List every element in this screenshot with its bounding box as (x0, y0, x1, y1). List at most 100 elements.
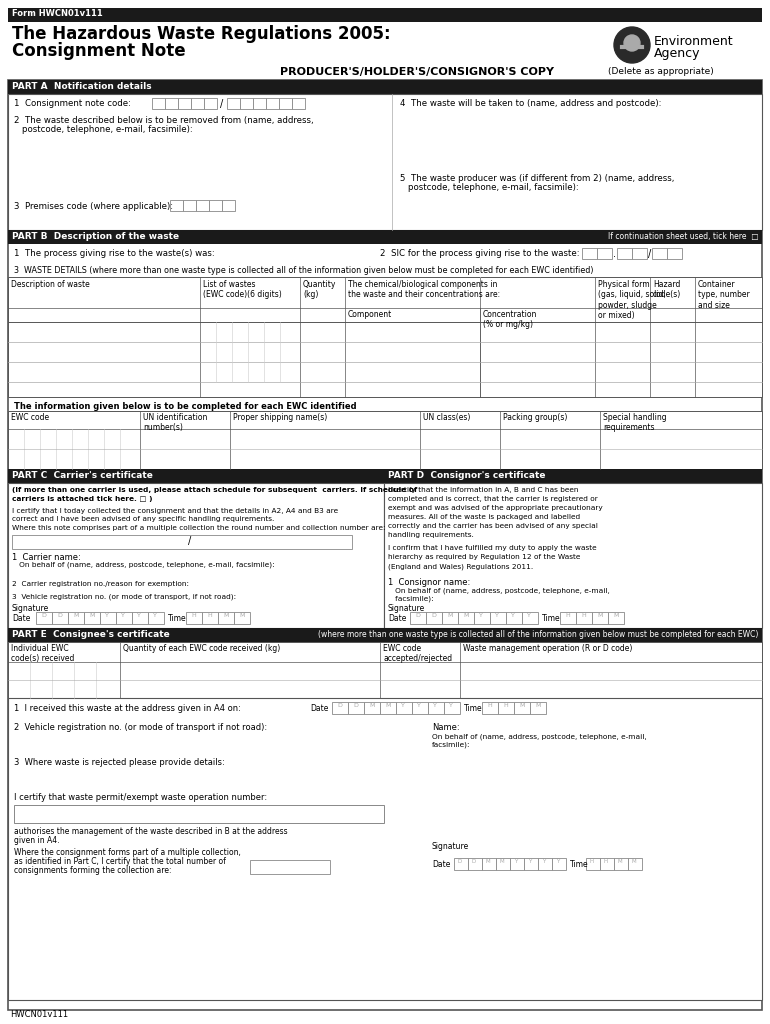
Text: 2  SIC for the process giving rise to the waste:: 2 SIC for the process giving rise to the… (380, 249, 580, 258)
Bar (614, 858, 628, 870)
Bar (266, 98, 279, 109)
Text: On behalf of (name, address, postcode, telephone, e-mail,: On behalf of (name, address, postcode, t… (388, 587, 610, 594)
Text: PART C  Carrier's certificate: PART C Carrier's certificate (12, 471, 153, 480)
Text: M: M (486, 859, 490, 864)
Text: Y: Y (137, 613, 141, 618)
Text: Form HWCN01v111: Form HWCN01v111 (12, 9, 102, 18)
Bar (468, 858, 482, 870)
Text: 1  The process giving rise to the waste(s) was:: 1 The process giving rise to the waste(s… (14, 249, 215, 258)
Text: Quantity
(kg): Quantity (kg) (303, 280, 336, 299)
Text: Y: Y (495, 613, 499, 618)
Bar (506, 612, 522, 624)
Text: given in A4.: given in A4. (14, 836, 59, 845)
Bar (240, 98, 253, 109)
Text: Y: Y (121, 613, 125, 618)
Bar (292, 98, 305, 109)
Bar (510, 858, 524, 870)
Text: HWCN01v111: HWCN01v111 (10, 1010, 68, 1019)
Bar (364, 702, 380, 714)
Text: Y: Y (511, 613, 515, 618)
Bar (384, 469, 762, 483)
Bar (186, 612, 202, 624)
Bar (608, 612, 624, 624)
Bar (560, 612, 576, 624)
Text: H: H (565, 613, 570, 618)
Text: 2  Carrier registration no./reason for exemption:: 2 Carrier registration no./reason for ex… (12, 581, 189, 587)
Text: M: M (369, 703, 374, 708)
Bar (183, 200, 196, 211)
Text: Hazard
code(s): Hazard code(s) (653, 280, 681, 299)
Text: Where this note comprises part of a multiple collection the round number and col: Where this note comprises part of a mult… (12, 525, 386, 531)
Bar (196, 200, 209, 211)
Bar (348, 702, 364, 714)
Text: M: M (535, 703, 541, 708)
Bar (482, 702, 498, 714)
Text: PART B  Description of the waste: PART B Description of the waste (12, 232, 179, 241)
Bar (12, 535, 352, 549)
Bar (454, 858, 468, 870)
Bar (148, 612, 164, 624)
Text: UN class(es): UN class(es) (423, 413, 470, 422)
Bar (68, 612, 84, 624)
Text: D: D (57, 613, 62, 618)
Text: EWC code: EWC code (11, 413, 49, 422)
Bar (332, 702, 348, 714)
Text: 1  Consignment note code:: 1 Consignment note code: (14, 99, 131, 108)
Bar (498, 702, 514, 714)
Bar (250, 860, 330, 874)
Text: 1  Carrier name:: 1 Carrier name: (12, 553, 81, 562)
Bar (218, 612, 234, 624)
Text: Y: Y (433, 703, 437, 708)
Text: EWC code
accepted/rejected: EWC code accepted/rejected (383, 644, 452, 664)
Text: UN identification
number(s): UN identification number(s) (143, 413, 207, 432)
Circle shape (614, 27, 650, 63)
Bar (84, 612, 100, 624)
Text: (Delete as appropriate): (Delete as appropriate) (608, 67, 714, 76)
Text: Time: Time (464, 705, 483, 713)
Bar (514, 702, 530, 714)
Bar (538, 858, 552, 870)
Bar (428, 702, 444, 714)
Text: facsimile):: facsimile): (388, 596, 434, 602)
Bar (191, 98, 204, 109)
Text: (If more than one carrier is used, please attach schedule for subsequent  carrie: (If more than one carrier is used, pleas… (12, 487, 417, 493)
Text: D: D (431, 613, 436, 618)
Text: 1  Consignor name:: 1 Consignor name: (388, 578, 470, 587)
Text: H: H (581, 613, 586, 618)
Bar (279, 98, 292, 109)
Text: Packing group(s): Packing group(s) (503, 413, 567, 422)
Text: Signature: Signature (12, 604, 49, 613)
Bar (410, 612, 426, 624)
Text: H: H (503, 703, 507, 708)
Text: 4  The waste will be taken to (name, address and postcode):: 4 The waste will be taken to (name, addr… (400, 99, 661, 108)
Text: M: M (632, 859, 637, 864)
Bar (482, 858, 496, 870)
Text: /: / (648, 249, 651, 259)
Text: 2  Vehicle registration no. (or mode of transport if not road):: 2 Vehicle registration no. (or mode of t… (14, 723, 267, 732)
Bar (52, 612, 68, 624)
Text: List of wastes
(EWC code)(6 digits): List of wastes (EWC code)(6 digits) (203, 280, 282, 299)
Bar (8, 278, 762, 397)
Text: D: D (472, 859, 477, 864)
Text: Signature: Signature (432, 842, 469, 851)
Text: M: M (618, 859, 623, 864)
Bar (617, 248, 632, 259)
Text: Signature: Signature (388, 604, 425, 613)
Text: D: D (415, 613, 420, 618)
Text: H: H (191, 613, 196, 618)
Text: handling requirements.: handling requirements. (388, 532, 474, 538)
Bar (8, 80, 762, 94)
Text: measures. All of the waste is packaged and labelled: measures. All of the waste is packaged a… (388, 514, 580, 520)
Bar (8, 230, 762, 244)
Text: Y: Y (449, 703, 453, 708)
Text: The Hazardous Waste Regulations 2005:: The Hazardous Waste Regulations 2005: (12, 25, 390, 43)
Bar (227, 98, 240, 109)
Bar (36, 612, 52, 624)
Text: If continuation sheet used, tick here  □: If continuation sheet used, tick here □ (608, 232, 758, 241)
Text: Name:: Name: (432, 723, 460, 732)
Bar (444, 702, 460, 714)
Bar (222, 200, 235, 211)
Text: correct and I have been advised of any specific handling requirements.: correct and I have been advised of any s… (12, 516, 274, 522)
Bar (8, 628, 762, 642)
Bar (8, 8, 762, 22)
